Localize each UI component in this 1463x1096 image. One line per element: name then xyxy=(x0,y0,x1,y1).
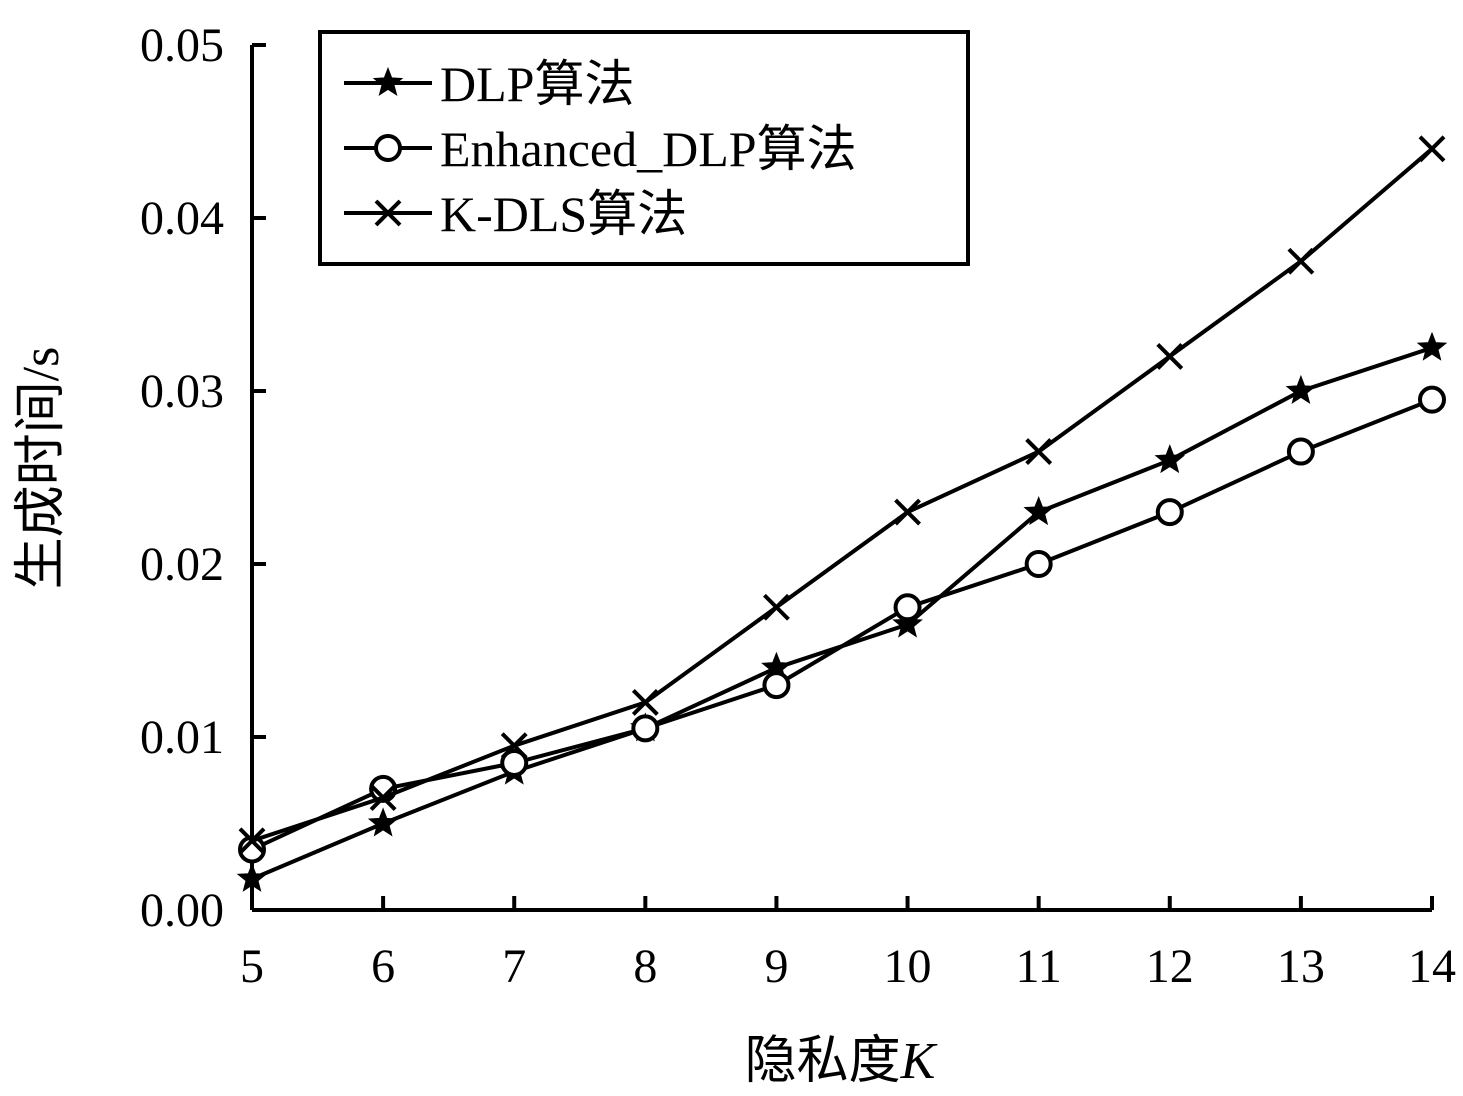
x-axis-title-text: 隐私度 xyxy=(745,1033,901,1090)
series-2-point xyxy=(762,671,791,700)
series-1-point xyxy=(1416,331,1448,361)
series-3-point-stroke xyxy=(763,593,790,621)
series-1-point xyxy=(367,807,399,837)
legend-label: Enhanced_DLP算法 xyxy=(440,121,857,177)
x-tick-label: 13 xyxy=(1277,940,1325,993)
series-3-point xyxy=(1418,135,1446,163)
x-axis-title-variable: K xyxy=(900,1033,938,1090)
series-2-point xyxy=(1155,498,1184,527)
x-tick-label: 9 xyxy=(764,940,788,993)
x-tick-label: 10 xyxy=(884,940,932,993)
series-2-point xyxy=(238,835,266,864)
series-1-point xyxy=(892,608,923,638)
y-axis-title: 生成时间/s xyxy=(13,347,70,590)
y-tick-label: 0.05 xyxy=(140,19,224,72)
series-3-point xyxy=(1025,438,1053,465)
legend-marker xyxy=(374,134,402,162)
x-axis-title: 隐私度K xyxy=(745,1033,938,1090)
y-tick-label: 0.03 xyxy=(140,365,224,418)
axes: 0.00 0.01 0.02 0.03 0.04 0.05 5 6 7 8 9 10 11 12 13 14 xyxy=(140,19,1456,993)
series-3-point-stroke xyxy=(1287,247,1315,275)
series-3-point-stroke xyxy=(369,784,397,811)
series-3-point-stroke xyxy=(894,498,921,526)
series-3-point-stroke xyxy=(1418,135,1446,163)
series-3-point-stroke xyxy=(1156,342,1184,370)
series-1 xyxy=(236,331,1448,892)
series-3-point-stroke xyxy=(1025,438,1053,465)
x-tick-label: 5 xyxy=(240,940,264,993)
legend-item-1: DLP算法 xyxy=(344,56,634,112)
series-2 xyxy=(238,385,1446,864)
legend: DLP算法 Enhanced_DLP算法 K-DLS算法 xyxy=(318,30,970,266)
x-tick-label: 12 xyxy=(1146,940,1194,993)
series-1-line xyxy=(251,345,1433,881)
series-3-point xyxy=(238,827,266,855)
series-3-point xyxy=(500,732,528,760)
y-tick-label: 0.04 xyxy=(140,192,224,245)
y-tick-label: 0.01 xyxy=(140,711,224,764)
x-tick-label: 14 xyxy=(1408,940,1456,993)
series-2-point xyxy=(500,748,529,777)
series-2-point xyxy=(1286,437,1315,466)
series-2-line xyxy=(251,397,1433,852)
series-1-point xyxy=(1023,496,1054,526)
series-1-point xyxy=(1285,374,1317,404)
series-3-point-stroke xyxy=(238,827,266,855)
series-2-point xyxy=(1024,550,1053,578)
x-tick-label: 8 xyxy=(633,940,657,993)
legend-marker-stroke xyxy=(374,199,402,227)
legend-item-3: K-DLS算法 xyxy=(344,186,687,242)
series-3-point xyxy=(894,498,921,526)
series-3-point xyxy=(631,688,659,716)
series-3-point xyxy=(763,593,790,621)
series-2-point xyxy=(893,593,922,622)
legend-label: K-DLS算法 xyxy=(440,186,687,242)
series-group xyxy=(236,135,1448,892)
legend-marker xyxy=(372,66,404,96)
x-tick-label: 6 xyxy=(371,940,395,993)
series-3-point-stroke xyxy=(631,688,659,716)
legend-item-2: Enhanced_DLP算法 xyxy=(344,121,857,177)
series-3-point xyxy=(369,784,397,811)
legend-label: DLP算法 xyxy=(440,56,634,112)
series-3 xyxy=(238,135,1446,855)
series-2-point xyxy=(1418,385,1446,414)
legend-marker xyxy=(374,199,402,227)
series-2-point xyxy=(631,714,660,743)
series-3-line xyxy=(251,147,1434,843)
series-1-point xyxy=(1154,444,1186,474)
series-3-point xyxy=(1287,247,1315,275)
y-tick-label: 0.02 xyxy=(140,538,224,591)
series-3-point-stroke xyxy=(500,732,528,760)
series-1-point xyxy=(236,862,268,892)
x-tick-label: 11 xyxy=(1016,940,1062,993)
x-tick-label: 7 xyxy=(502,940,526,993)
y-tick-label: 0.00 xyxy=(140,884,224,937)
series-3-point xyxy=(1156,342,1184,370)
